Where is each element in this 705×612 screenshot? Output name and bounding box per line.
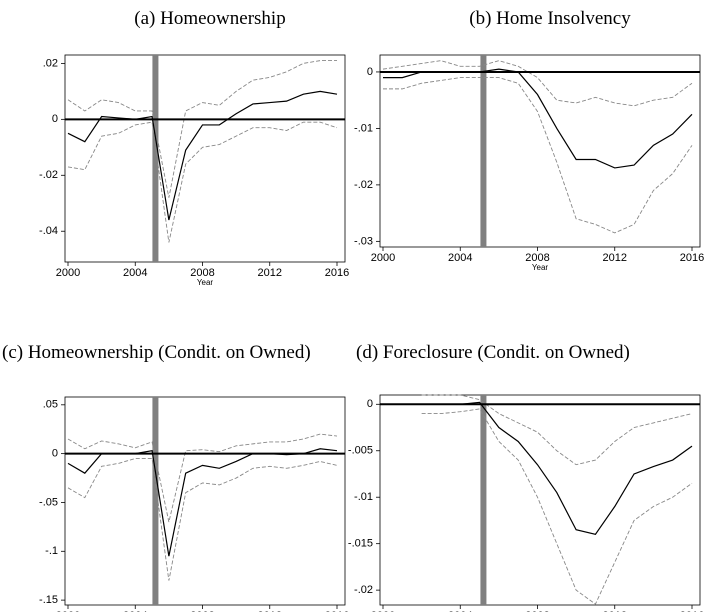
confidence-line: [421, 394, 693, 466]
plot-frame: [64, 396, 346, 606]
x-tick-label: 2008: [525, 610, 549, 612]
plot-frame: [64, 54, 346, 263]
event-band: [152, 397, 159, 605]
panel-title: (d) Foreclosure (Condit. on Owned): [356, 342, 630, 363]
confidence-line: [382, 60, 693, 107]
plot-frame: [379, 394, 701, 606]
x-tick-label: 2016: [680, 252, 704, 264]
estimate-line: [383, 68, 693, 169]
panel-title: (b) Home Insolvency: [469, 8, 631, 29]
y-tick-label: .02: [43, 57, 58, 69]
x-tick-label: 2016: [680, 610, 704, 612]
confidence-line: [67, 433, 338, 523]
y-tick-label: -.02: [39, 169, 58, 181]
y-tick-label: -.1: [45, 545, 58, 557]
event-band: [480, 55, 487, 247]
confidence-line: [421, 408, 693, 605]
x-tick-label: 2000: [371, 610, 395, 612]
y-tick-label: -.03: [354, 235, 373, 247]
x-tick-label: 2000: [56, 610, 80, 612]
y-tick-label: -.01: [354, 491, 373, 503]
y-tick-label: -.05: [39, 496, 58, 508]
confidence-line: [67, 60, 337, 198]
event-band: [152, 55, 159, 262]
event-band: [480, 395, 487, 605]
estimate-line: [421, 401, 693, 536]
x-tick-label: 2016: [325, 610, 349, 612]
plot-frame: [379, 54, 701, 248]
x-tick-label: 2012: [258, 610, 282, 612]
confidence-line: [67, 121, 338, 243]
x-tick-label: 2000: [371, 252, 395, 264]
estimate-line: [67, 90, 338, 221]
y-tick-label: -.005: [348, 445, 373, 457]
y-tick-label: .05: [43, 399, 58, 411]
x-tick-label: 2012: [603, 252, 627, 264]
panel-title: (c) Homeownership (Condit. on Owned): [2, 342, 311, 363]
y-tick-label: -.01: [354, 122, 373, 134]
x-tick-label: 2000: [56, 267, 80, 279]
x-axis-label: Year: [532, 263, 549, 272]
y-tick-label: -.02: [354, 179, 373, 191]
x-tick-label: 2012: [603, 610, 627, 612]
y-tick-label: -.02: [354, 584, 373, 596]
y-tick-label: 0: [52, 113, 58, 125]
y-tick-label: 0: [52, 448, 58, 460]
x-tick-label: 2004: [123, 610, 147, 612]
x-tick-label: 2004: [448, 252, 472, 264]
x-tick-label: 2008: [190, 267, 214, 279]
x-tick-label: 2008: [190, 610, 214, 612]
x-tick-label: 2012: [258, 267, 282, 279]
x-axis-label: Year: [197, 278, 214, 287]
panel-title: (a) Homeownership: [134, 8, 286, 29]
x-tick-label: 2004: [448, 610, 472, 612]
confidence-line: [67, 458, 338, 581]
x-tick-label: 2004: [123, 267, 147, 279]
y-tick-label: -.15: [39, 594, 58, 606]
y-tick-label: -.04: [39, 225, 58, 237]
y-tick-label: 0: [367, 66, 373, 78]
x-tick-label: 2008: [525, 252, 549, 264]
y-tick-label: 0: [367, 398, 373, 410]
y-tick-label: -.015: [348, 538, 373, 550]
confidence-line: [383, 77, 693, 234]
x-tick-label: 2016: [325, 267, 349, 279]
